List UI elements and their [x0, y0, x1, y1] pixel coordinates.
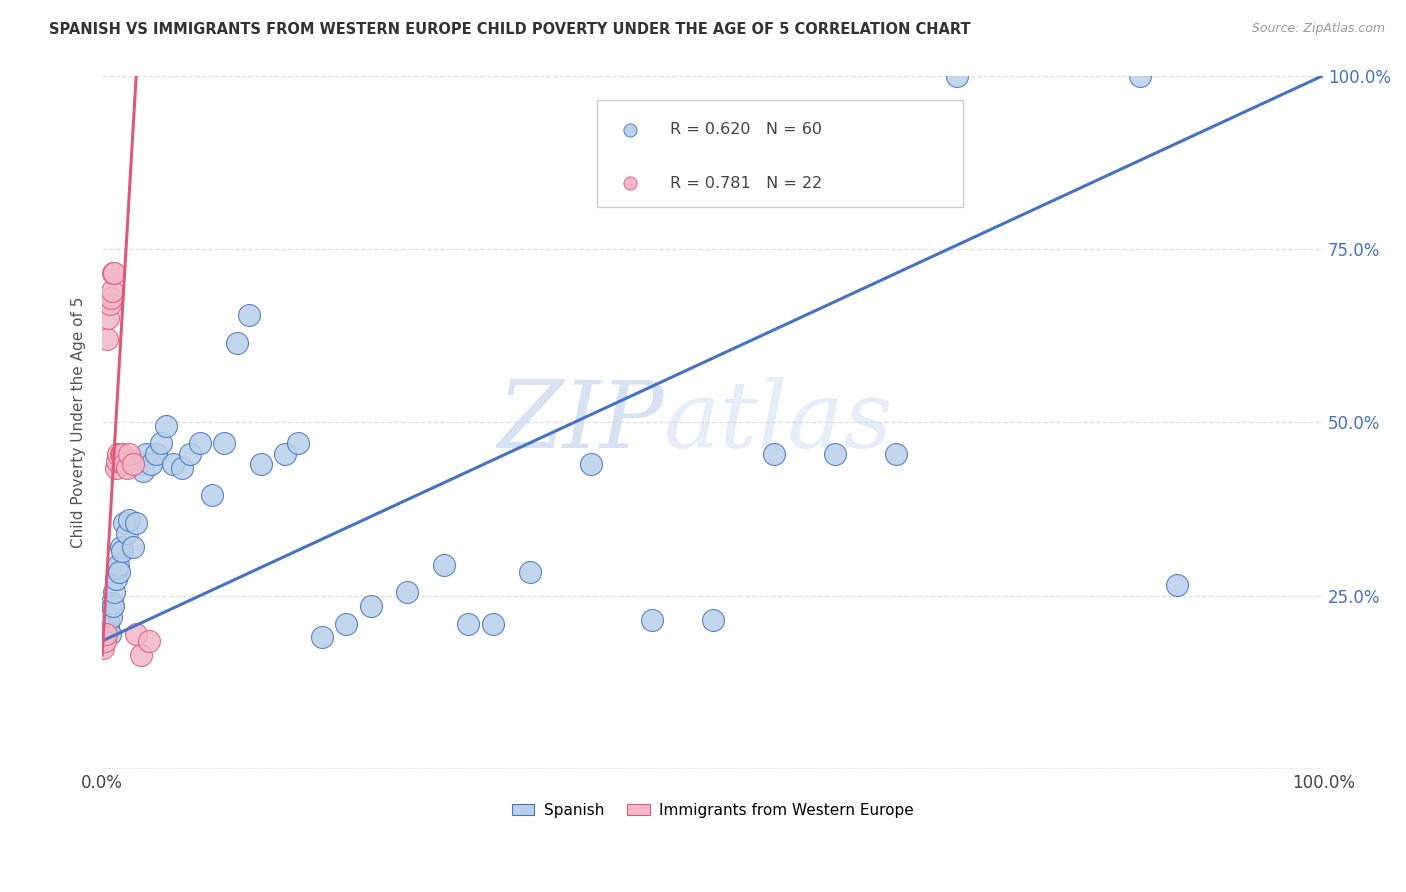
Point	[149, 436, 172, 450]
Point	[105, 453, 128, 467]
Point	[104, 460, 127, 475]
Point	[98, 297, 121, 311]
Point	[1129, 69, 1152, 83]
Point	[311, 631, 333, 645]
Point	[225, 335, 247, 350]
Point	[135, 447, 157, 461]
Point	[433, 558, 456, 572]
Point	[125, 627, 148, 641]
Text: R = 0.781   N = 22: R = 0.781 N = 22	[669, 176, 823, 191]
Text: atlas: atlas	[664, 377, 893, 467]
Point	[121, 457, 143, 471]
Point	[121, 541, 143, 555]
Point	[94, 627, 117, 641]
Point	[96, 609, 118, 624]
Point	[145, 447, 167, 461]
Point	[188, 436, 211, 450]
Text: ZIP: ZIP	[498, 377, 664, 467]
Point	[97, 613, 120, 627]
Point	[519, 565, 541, 579]
Point	[702, 613, 724, 627]
Point	[111, 447, 134, 461]
Point	[138, 634, 160, 648]
Point	[93, 634, 115, 648]
Point	[93, 606, 115, 620]
Point	[103, 599, 125, 614]
Point	[118, 447, 141, 461]
Point	[93, 640, 115, 655]
Point	[179, 447, 201, 461]
Point	[335, 616, 357, 631]
Point	[112, 457, 135, 471]
Point	[118, 512, 141, 526]
Point	[96, 332, 118, 346]
Point	[93, 613, 115, 627]
Point	[115, 526, 138, 541]
Point	[101, 596, 124, 610]
Point	[170, 460, 193, 475]
Point	[100, 291, 122, 305]
Point	[214, 436, 236, 450]
Point	[162, 457, 184, 471]
Point	[457, 616, 479, 631]
Point	[100, 609, 122, 624]
Text: Source: ZipAtlas.com: Source: ZipAtlas.com	[1251, 22, 1385, 36]
Point	[274, 447, 297, 461]
Point	[98, 627, 121, 641]
Point	[104, 572, 127, 586]
Point	[250, 457, 273, 471]
Point	[482, 616, 505, 631]
Point	[110, 541, 132, 555]
Point	[107, 447, 129, 461]
Point	[107, 558, 129, 572]
FancyBboxPatch shape	[596, 100, 963, 207]
Y-axis label: Child Poverty Under the Age of 5: Child Poverty Under the Age of 5	[72, 297, 86, 548]
Point	[287, 436, 309, 450]
Legend: Spanish, Immigrants from Western Europe: Spanish, Immigrants from Western Europe	[506, 797, 920, 824]
Point	[946, 69, 969, 83]
Point	[103, 585, 125, 599]
Point	[94, 616, 117, 631]
Point	[619, 122, 641, 136]
Point	[101, 284, 124, 298]
Point	[129, 648, 152, 662]
Point	[238, 308, 260, 322]
Point	[1166, 578, 1188, 592]
Point	[139, 457, 162, 471]
Point	[201, 488, 224, 502]
Text: R = 0.620   N = 60: R = 0.620 N = 60	[669, 122, 823, 137]
Point	[115, 460, 138, 475]
Point	[824, 447, 846, 461]
Point	[93, 609, 115, 624]
Point	[110, 447, 132, 461]
Point	[579, 457, 602, 471]
Point	[103, 266, 125, 280]
Text: SPANISH VS IMMIGRANTS FROM WESTERN EUROPE CHILD POVERTY UNDER THE AGE OF 5 CORRE: SPANISH VS IMMIGRANTS FROM WESTERN EUROP…	[49, 22, 970, 37]
Point	[103, 266, 125, 280]
Point	[131, 464, 153, 478]
Point	[360, 599, 382, 614]
Point	[111, 543, 134, 558]
Point	[112, 516, 135, 530]
Point	[619, 176, 641, 190]
Point	[128, 457, 150, 471]
Point	[155, 418, 177, 433]
Point	[884, 447, 907, 461]
Point	[762, 447, 785, 461]
Point	[97, 311, 120, 326]
Point	[105, 561, 128, 575]
Point	[396, 585, 419, 599]
Point	[108, 565, 131, 579]
Point	[640, 613, 662, 627]
Point	[125, 516, 148, 530]
Point	[97, 620, 120, 634]
Point	[94, 627, 117, 641]
Point	[93, 620, 115, 634]
